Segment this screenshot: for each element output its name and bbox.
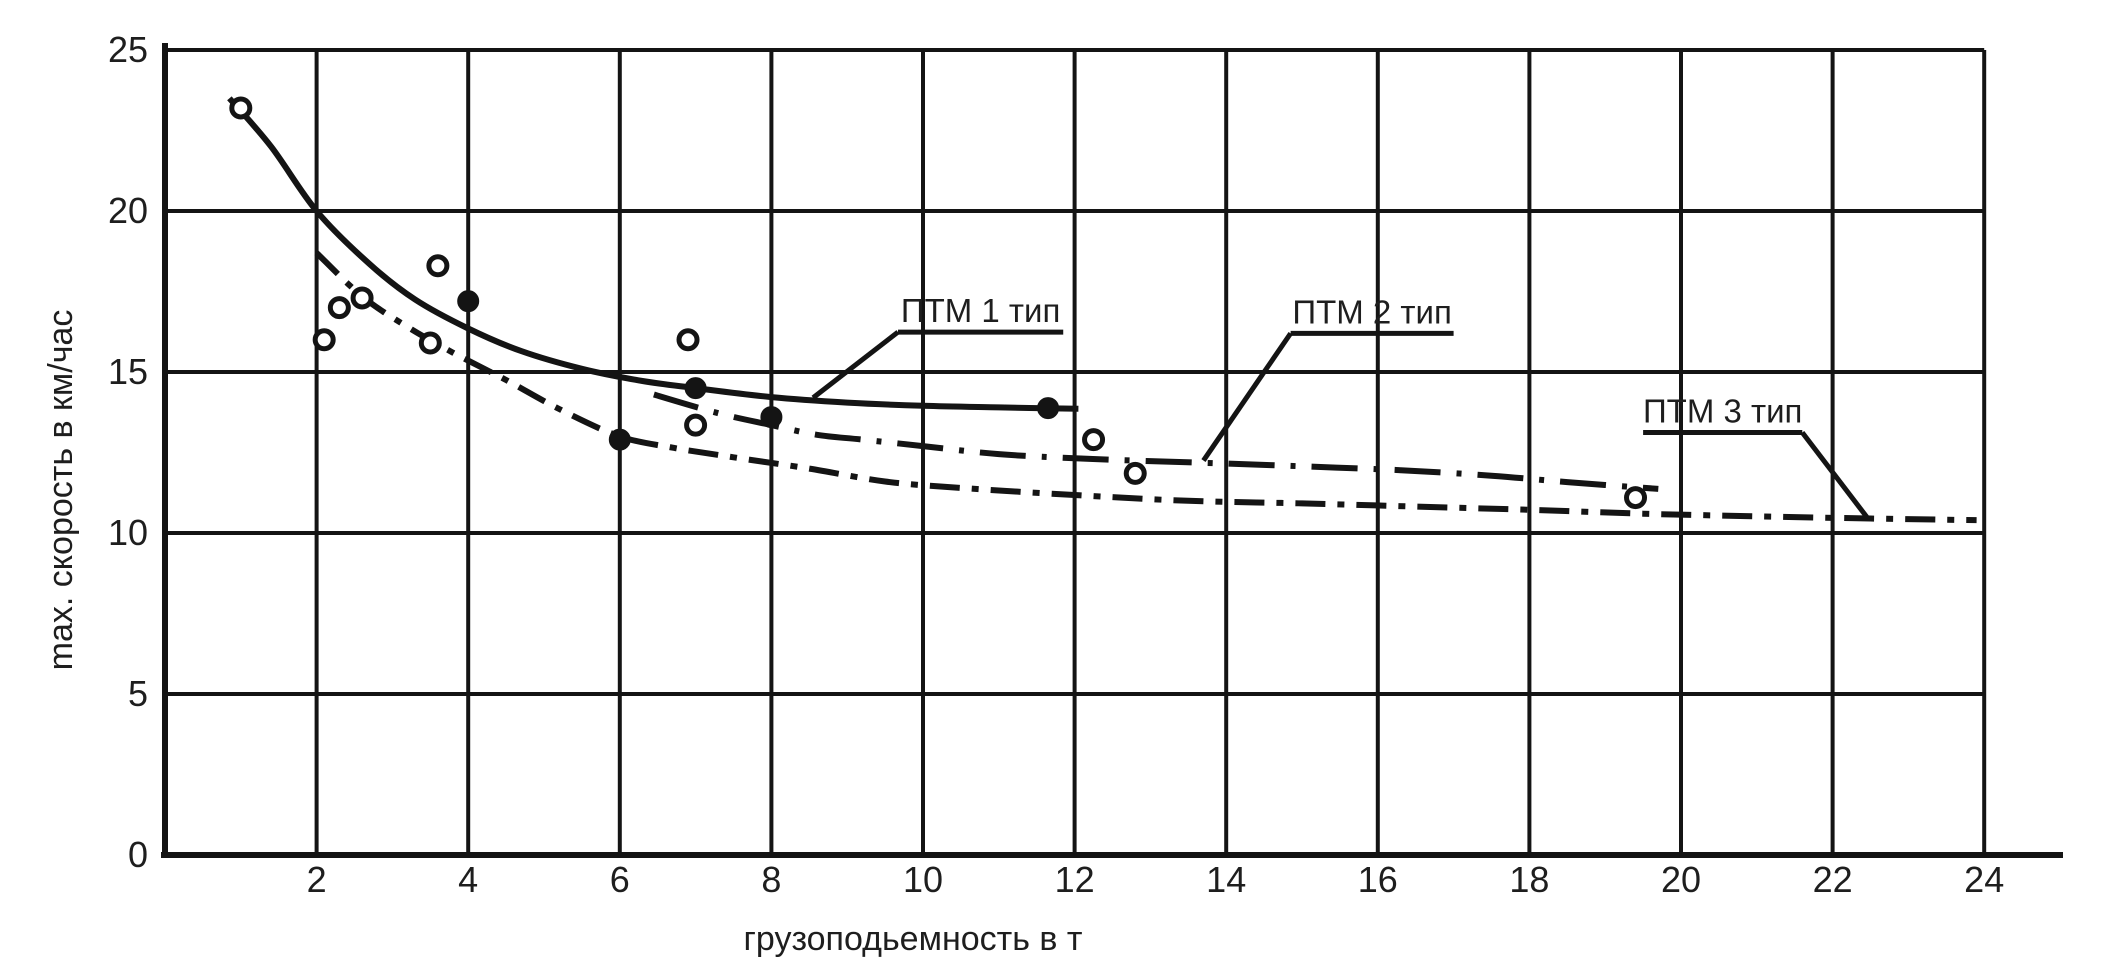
data-point-open-6	[426, 254, 450, 278]
data-point-open-2	[312, 328, 336, 352]
data-point-open-11	[1624, 486, 1648, 510]
data-point-open-8	[684, 413, 708, 437]
data-point-filled-5	[1037, 397, 1060, 420]
x-tick-label-4: 4	[458, 859, 478, 900]
annotation-leader-3	[1800, 431, 1869, 519]
data-point-open-3	[327, 296, 351, 320]
y-tick-label-10: 10	[108, 512, 148, 553]
series-curve-3	[314, 250, 1977, 524]
data-point-filled-2	[608, 428, 631, 451]
annotation-leader-2	[1201, 331, 1293, 462]
series-label-2: ПТМ 2 тип	[1292, 293, 1451, 330]
y-tick-label-25: 25	[108, 29, 148, 70]
series-label-1: ПТМ 1 тип	[901, 292, 1060, 329]
x-tick-label-10: 10	[903, 859, 943, 900]
x-tick-label-24: 24	[1964, 859, 2004, 900]
data-point-filled-1	[457, 290, 480, 313]
data-point-filled-3	[684, 377, 707, 400]
x-axis-title: грузоподьемность в т	[744, 920, 1083, 958]
data-point-open-10	[1123, 461, 1147, 485]
data-point-open-9	[1082, 428, 1106, 452]
annotation-leader-1	[811, 330, 900, 400]
x-tick-label-20: 20	[1661, 859, 1701, 900]
data-point-open-5	[418, 331, 442, 355]
x-tick-label-16: 16	[1358, 859, 1398, 900]
x-tick-label-12: 12	[1055, 859, 1095, 900]
x-tick-label-8: 8	[761, 859, 781, 900]
y-tick-label-5: 5	[128, 673, 148, 714]
x-tick-label-2: 2	[307, 859, 327, 900]
x-tick-label-22: 22	[1813, 859, 1853, 900]
data-point-open-1	[229, 96, 253, 120]
series-curve-2	[653, 391, 1659, 492]
x-tick-label-14: 14	[1206, 859, 1246, 900]
y-tick-label-20: 20	[108, 190, 148, 231]
series-curve-1	[227, 96, 1079, 412]
x-tick-label-18: 18	[1509, 859, 1549, 900]
series-label-3: ПТМ 3 тип	[1643, 393, 1802, 430]
y-tick-label-15: 15	[108, 351, 148, 392]
x-tick-label-6: 6	[610, 859, 630, 900]
y-tick-label-0: 0	[128, 834, 148, 875]
data-point-open-4	[350, 286, 374, 310]
y-axis-title: max. скорость в км/час	[42, 310, 80, 671]
data-point-open-7	[676, 328, 700, 352]
data-point-filled-4	[760, 406, 783, 429]
